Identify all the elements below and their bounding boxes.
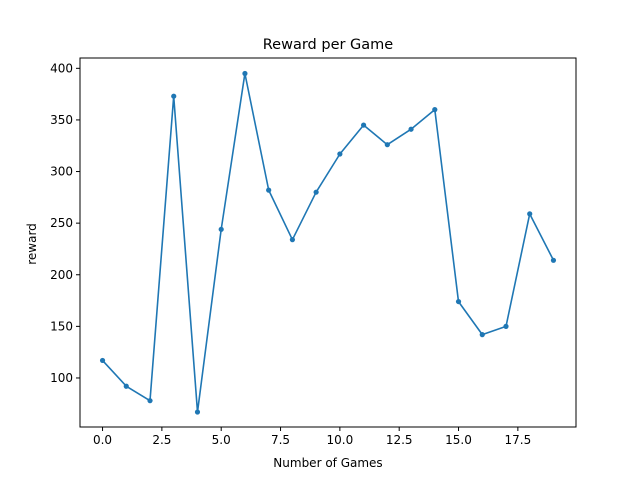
data-point [479,332,485,338]
x-tick-label: 17.5 [504,433,531,447]
y-tick-label: 150 [50,319,73,333]
data-point [408,126,414,132]
data-point [432,107,438,113]
x-axis: 0.0 2.5 5.0 7.5 10.0 12.5 15.0 17.5 [93,427,531,447]
y-tick-label: 200 [50,268,73,282]
y-axis: 100 150 200 250 300 350 400 [50,61,80,385]
data-point [147,398,153,404]
data-point [99,357,106,364]
data-point [289,237,296,243]
data-point [242,70,248,77]
data-point [503,323,509,329]
series-line [101,72,555,413]
x-tick-label: 7.5 [271,433,290,447]
x-tick-label: 0.0 [93,433,112,447]
data-point [384,142,390,148]
data-point [218,226,224,232]
y-tick-label: 100 [50,371,73,385]
data-point [550,257,557,263]
x-tick-label: 15.0 [445,433,472,447]
y-axis-label: reward [25,223,39,265]
y-tick-label: 350 [50,113,73,127]
data-point [455,298,462,305]
data-point [194,409,201,415]
y-tick-label: 400 [50,61,73,75]
data-point [337,151,343,157]
plot-frame [79,57,577,428]
data-point [527,211,533,217]
data-point [171,93,177,99]
y-tick-label: 250 [50,216,73,230]
data-point [360,122,367,128]
y-tick-label: 300 [50,165,73,179]
x-tick-label: 12.5 [386,433,413,447]
x-axis-label: Number of Games [273,456,382,470]
x-tick-label: 2.5 [152,433,171,447]
data-point [266,187,272,193]
series-layer [99,70,557,415]
data-point [123,383,129,389]
chart-title: Reward per Game [263,37,394,53]
plot-area [79,57,577,428]
x-tick-label: 10.0 [327,433,354,447]
data-point [313,189,319,195]
x-tick-label: 5.0 [212,433,231,447]
